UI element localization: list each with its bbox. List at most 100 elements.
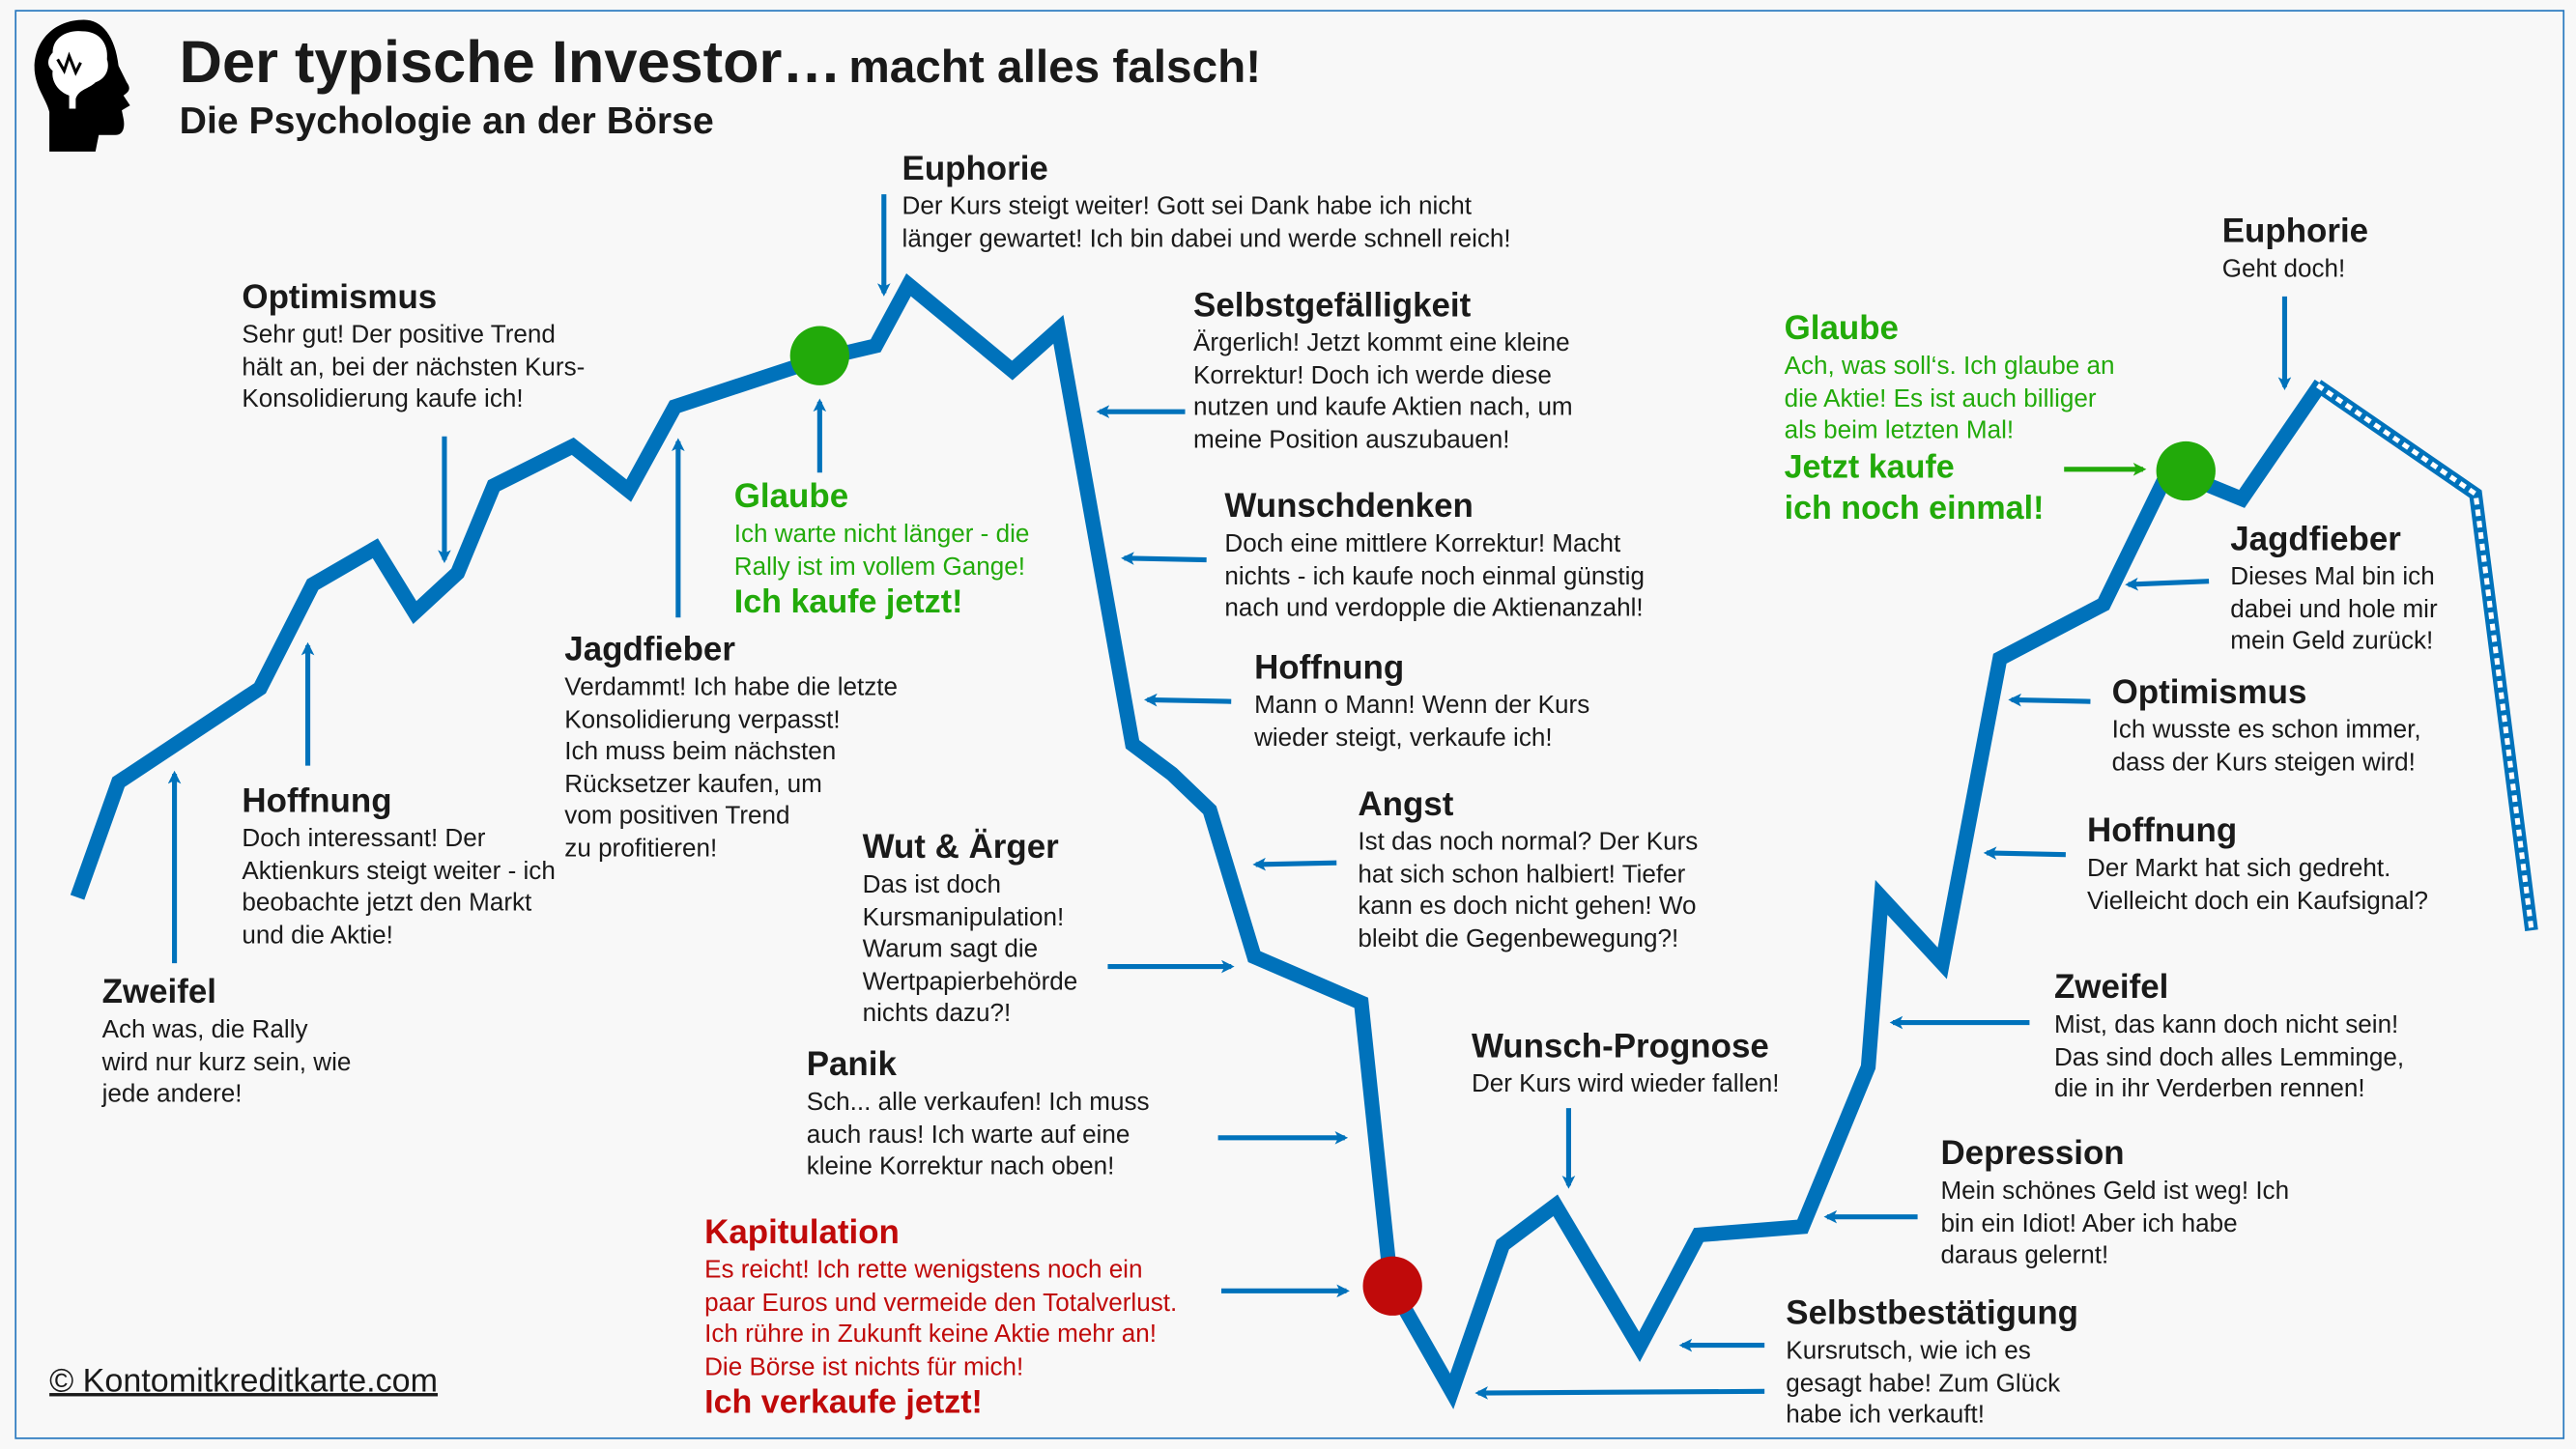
phase-text-line: Konsolidierung verpasst! [564, 705, 841, 734]
phase-text-line: gesagt habe! Zum Glück [1786, 1369, 2061, 1398]
phase-wut: Wut & Ärger Das ist doch Kursmanipulation!… [863, 828, 1078, 1031]
phase-title: Zweifel [101, 973, 217, 1011]
phase-text-line: Der Markt hat sich gedreht. [2087, 854, 2391, 883]
phase-text-line: nutzen und kaufe Aktien nach, um [1193, 393, 1573, 422]
phase-zweifel-1: Zweifel Ach was, die Rally wird nur kurz s… [102, 973, 352, 1111]
phase-glaube-2: Glaube Ach, was soll‘s. Ich glaube an die … [1785, 309, 2115, 529]
phase-text-line: kleine Korrektur nach oben! [806, 1152, 1115, 1181]
phase-text-line: Mann o Mann! Wenn der Kurs [1254, 691, 1590, 720]
phase-text-line: meine Position auszubauen! [1193, 426, 1510, 455]
copyright-link[interactable]: © Kontomitkreditkarte.com [49, 1363, 439, 1400]
phase-hoffnung-3: Hoffnung Der Markt hat sich gedreht. Viell… [2087, 811, 2428, 917]
phase-text-line: Sch... alle verkaufen! Ich muss [806, 1088, 1150, 1117]
phase-kapitulation: Kapitulation Es reicht! Ich rette wenigst… [704, 1213, 1177, 1425]
phase-text-line: Der Kurs wird wieder fallen! [1471, 1069, 1780, 1098]
phase-selbstbestaetigung: Selbstbestätigung Kursrutsch, wie ich es g… [1786, 1294, 2078, 1433]
phase-text-line: nichts dazu?! [862, 1000, 1012, 1029]
phase-title: Depression [1940, 1134, 2125, 1173]
phase-text-line: Ärgerlich! Jetzt kommt eine kleine [1193, 328, 1570, 357]
phase-text-line: als beim letzten Mal! [1784, 416, 2015, 445]
phase-wunsch-prognose: Wunsch-Prognose Der Kurs wird wieder fall… [1472, 1028, 1780, 1101]
buy-point-2 [2156, 440, 2216, 501]
phase-text-line: habe ich verkauft! [1786, 1401, 1986, 1430]
phase-text-line: Sehr gut! Der positive Trend [242, 321, 556, 350]
phase-title: Euphorie [902, 150, 1048, 188]
phase-text-line: Ach was, die Rally [101, 1015, 308, 1044]
phase-text-line: vom positiven Trend [564, 802, 790, 831]
phase-text-line: dass der Kurs steigen wird! [2111, 748, 2416, 777]
phase-title: Hoffnung [242, 781, 392, 820]
phase-text-line: Kursmanipulation! [862, 903, 1065, 932]
phase-title: Panik [806, 1045, 897, 1084]
phase-text-line: Warum sagt die [862, 935, 1039, 964]
phase-text-line: Der Kurs steigt weiter! Gott sei Dank ha… [902, 192, 1473, 221]
page-subtitle: Die Psychologie an der Börse [179, 99, 714, 142]
phase-text-line: mein Geld zurück! [2230, 627, 2434, 656]
phase-text-line: länger gewartet! Ich bin dabei und werde… [902, 224, 1511, 253]
phase-text-line: die Aktie! Es ist auch billiger [1784, 384, 2097, 413]
phase-text-line: nach und verdopple die Aktienanzahl! [1224, 594, 1644, 623]
pointer-arrow [1252, 857, 1337, 871]
phase-action: Ich verkaufe jetzt! [704, 1385, 983, 1422]
phase-jagdfieber-2: Jagdfieber Dieses Mal bin ich dabei und ho… [2230, 521, 2437, 659]
phase-text-line: Konsolidierung kaufe ich! [242, 385, 524, 414]
phase-text-line: Das sind doch alles Lemminge, [2053, 1042, 2405, 1071]
head-brain-icon [34, 19, 130, 152]
phase-text-line: Aktienkurs steigt weiter - ich [242, 857, 556, 886]
phase-title: Optimismus [242, 278, 438, 317]
phase-text-line: Doch interessant! Der [242, 824, 486, 853]
page-title: Der typische Investor… macht alles falsc… [180, 28, 1261, 98]
phase-text-line: hat sich schon halbiert! Tiefer [1358, 860, 1686, 889]
phase-title: Selbstbestätigung [1786, 1293, 2079, 1332]
phase-text-line: bleibt die Gegenbewegung?! [1358, 924, 1679, 953]
phase-text-line: Wertpapierbehörde [862, 967, 1078, 996]
pointer-arrow [1143, 693, 1232, 707]
phase-text-line: Ich wusste es schon immer, [2111, 716, 2421, 745]
pointer-arrow [2125, 577, 2210, 591]
phase-glaube-1: Glaube Ich warte nicht länger - die Rally … [734, 477, 1030, 624]
phase-hoffnung-2: Hoffnung Mann o Mann! Wenn der Kurs wieder… [1254, 649, 1589, 754]
phase-text-line: Mist, das kann doch nicht sein! [2053, 1010, 2399, 1039]
phase-text-line: beobachte jetzt den Markt [242, 889, 532, 918]
phase-title: Jagdfieber [564, 630, 735, 669]
pointer-arrow [1474, 1386, 1765, 1400]
phase-title: Euphorie [2221, 212, 2369, 251]
phase-text-line: Die Börse ist nichts für mich! [704, 1352, 1024, 1381]
phase-text-line: Korrektur! Doch ich werde diese [1193, 361, 1552, 390]
sell-point [1362, 1256, 1422, 1316]
phase-title: Glaube [1784, 309, 1899, 348]
pointer-arrow [1121, 552, 1207, 565]
phase-text-line: wird nur kurz sein, wie [101, 1048, 352, 1077]
phase-title: Wunsch-Prognose [1471, 1027, 1769, 1065]
phase-text-line: Rücksetzer kaufen, um [564, 770, 822, 799]
phase-action: ich noch einmal! [1784, 490, 2045, 527]
phase-action: Ich kaufe jetzt! [733, 584, 963, 621]
phase-title: Glaube [733, 477, 849, 516]
phase-text-line: und die Aktie! [242, 922, 393, 951]
phase-text-line: kann es doch nicht gehen! Wo [1358, 893, 1697, 922]
phase-text-line: Ich warte nicht länger - die [733, 520, 1030, 549]
phase-text-line: Doch eine mittlere Korrektur! Macht [1224, 529, 1621, 558]
phase-text-line: zu profitieren! [564, 835, 718, 864]
phase-title: Kapitulation [704, 1213, 900, 1252]
phase-action: Jetzt kaufe [1784, 448, 1955, 486]
phase-euphorie-1: Euphorie Der Kurs steigt weiter! Gott sei… [902, 150, 1511, 255]
buy-point-1 [789, 326, 850, 385]
price-line [70, 273, 2328, 1409]
phase-text-line: Ach, was soll‘s. Ich glaube an [1784, 352, 2115, 381]
phase-wunschdenken: Wunschdenken Doch eine mittlere Korrektur… [1224, 488, 1645, 626]
phase-jagdfieber-1: Jagdfieber Verdammt! Ich habe die letzte K… [564, 631, 898, 866]
phase-optimismus-1: Optimismus Sehr gut! Der positive Trend hä… [242, 278, 585, 416]
phase-title: Zweifel [2053, 968, 2169, 1007]
phase-title: Angst [1358, 785, 1454, 824]
phase-text-line: die in ihr Verderben rennen! [2053, 1075, 2365, 1104]
phase-text-line: Dieses Mal bin ich [2230, 562, 2435, 591]
phase-text-line: Ich muss beim nächsten [564, 737, 837, 766]
phase-text-line: auch raus! Ich warte auf eine [806, 1121, 1131, 1150]
title-tail: macht alles falsch! [848, 41, 1262, 93]
phase-text-line: jede andere! [101, 1080, 243, 1109]
phase-title: Selbstgefälligkeit [1193, 286, 1472, 325]
phase-optimismus-2: Optimismus Ich wusste es schon immer, dass… [2112, 673, 2421, 779]
